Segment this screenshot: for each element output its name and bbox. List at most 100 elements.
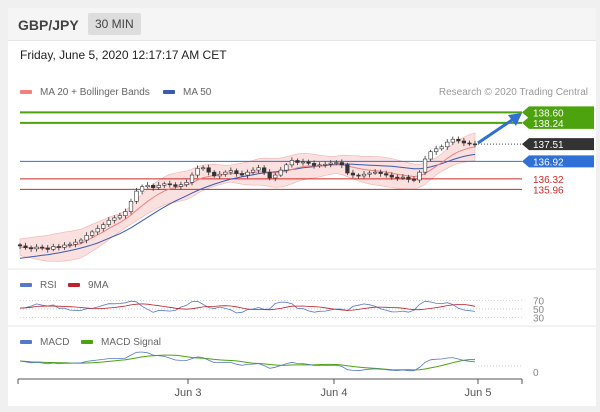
candle-body [17, 244, 23, 247]
candle-body [45, 247, 50, 250]
legend-ma20: MA 20 + Bollinger Bands [20, 87, 150, 98]
candle-body [273, 174, 278, 179]
header-bar: GBP/JPY 30 MIN [8, 8, 596, 41]
candle-body [395, 176, 400, 179]
candle-body [378, 171, 383, 174]
candle-body [350, 172, 356, 176]
legend-rsi: RSI [20, 280, 57, 291]
candle-body [467, 142, 472, 145]
candle-body [361, 173, 367, 177]
candle-body [434, 148, 439, 153]
candle-body [289, 160, 294, 166]
x-axis-label: Jun 5 [465, 387, 492, 399]
candle-body [217, 173, 222, 177]
macd-line [19, 351, 476, 372]
legend-rsi-ma-label: 9MA [88, 280, 109, 291]
candle-body [406, 176, 411, 180]
candle-body [295, 160, 300, 163]
x-axis-label: Jun 4 [321, 387, 348, 399]
rsi-reference-label: 50 [533, 305, 545, 316]
candle-body [245, 171, 250, 176]
candle-body [123, 211, 128, 216]
candle-body [439, 146, 444, 150]
candle-body [239, 173, 245, 176]
legend-rsi-swatch [20, 283, 32, 288]
x-axis-label: Jun 3 [175, 387, 202, 399]
candle-body [411, 179, 417, 181]
legend-rsi-label: RSI [40, 280, 57, 291]
level-label-support: 135.96 [533, 185, 564, 196]
level-tag-current [522, 138, 594, 151]
candle-body [367, 172, 372, 175]
legend-macd-signal-swatch [81, 340, 93, 345]
level-tag-pivot [522, 155, 594, 168]
candle-body [173, 184, 178, 187]
level-label-support: 136.32 [533, 175, 564, 186]
candle-body [384, 173, 389, 176]
credit-text: Research © 2020 Trading Central [438, 87, 588, 98]
level-label-resistance: 138.60 [533, 108, 564, 119]
candle-body [228, 170, 233, 173]
candle-body [345, 164, 350, 174]
candle-body [167, 183, 172, 186]
candle-body [472, 143, 478, 146]
timeframe-button[interactable]: 30 MIN [88, 13, 141, 35]
candle-body [151, 184, 156, 188]
candle-body [300, 161, 306, 164]
candle-body [400, 176, 405, 179]
legend-macd-signal-label: MACD Signal [101, 337, 162, 348]
legend-ma50-label: MA 50 [183, 87, 212, 98]
legend-macd: MACD [20, 337, 69, 348]
candle-body [456, 138, 461, 142]
candle-body [306, 161, 311, 164]
candle-body [128, 201, 134, 212]
legend-rsi-ma-swatch [68, 283, 80, 288]
candle-body [78, 239, 84, 243]
candle-body [189, 174, 195, 183]
candle-body [256, 167, 261, 171]
macd-signal-line [19, 354, 475, 371]
legend-macd-label: MACD [40, 337, 70, 348]
candle-body [56, 246, 61, 248]
rsi-ma-line [19, 303, 476, 311]
level-label-resistance: 138.24 [533, 119, 564, 130]
candle-body [84, 235, 89, 241]
candle-body [101, 224, 106, 229]
candle-body [145, 184, 150, 188]
candle-body [267, 171, 272, 179]
candle-body [178, 184, 184, 187]
candle-body [417, 171, 422, 181]
rsi-reference-label: 70 [533, 296, 545, 307]
candle-body [262, 167, 267, 173]
candle-body [134, 190, 139, 202]
candle-body [51, 246, 56, 250]
candle-body [62, 244, 67, 248]
candle-body [428, 151, 433, 160]
candle-body [184, 182, 189, 185]
level-label-pivot: 136.92 [533, 157, 564, 168]
legend-macd-signal: MACD Signal [81, 337, 161, 348]
level-label-current: 137.51 [533, 140, 564, 151]
candle-body [117, 215, 122, 219]
candle-body [311, 163, 317, 166]
chart-datetime: Friday, June 5, 2020 12:17:17 AM CET [20, 48, 227, 62]
candle-body [278, 169, 283, 176]
candle-body [373, 171, 378, 174]
candle-body [40, 246, 45, 249]
candle-body [162, 183, 167, 186]
level-tag-resistance [522, 106, 594, 119]
bollinger-band [19, 132, 476, 262]
candle-body [450, 138, 455, 143]
projection-arrow-head [508, 113, 522, 126]
candle-body [317, 164, 322, 167]
candle-body [323, 163, 328, 166]
candle-body [139, 186, 145, 192]
candle-body [328, 162, 333, 165]
candle-body [212, 171, 217, 177]
candle-body [201, 167, 206, 170]
legend-ma20-label: MA 20 + Bollinger Bands [40, 87, 150, 98]
legend-ma50: MA 50 [163, 87, 211, 98]
legend-ma50-swatch [163, 90, 175, 95]
candle-body [339, 162, 344, 166]
